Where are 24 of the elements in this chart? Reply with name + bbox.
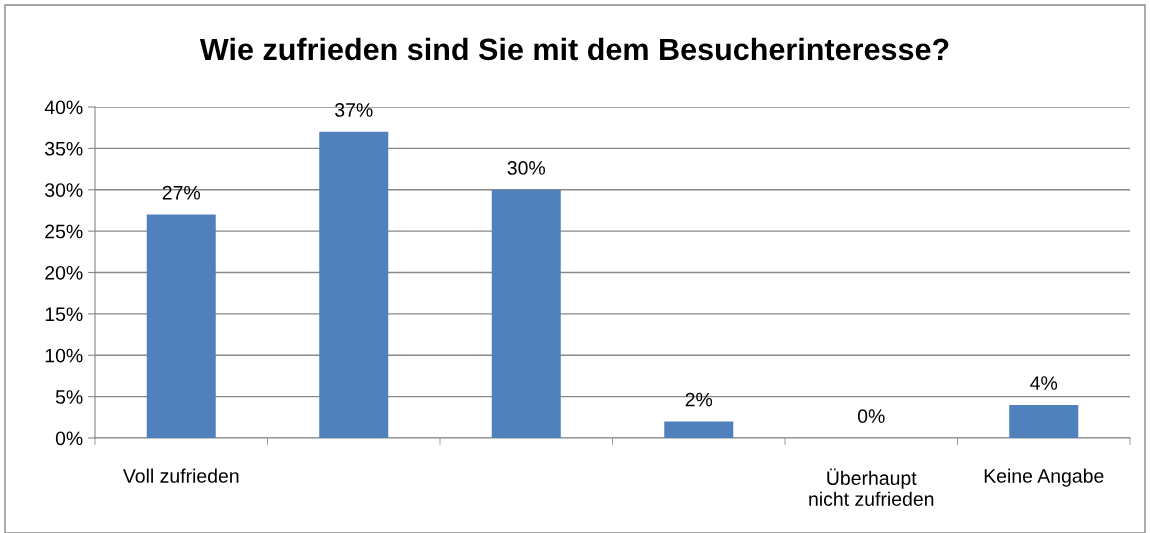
data-label: 37% xyxy=(335,103,373,117)
y-tick-label: 0% xyxy=(55,431,83,446)
y-tick-label: 30% xyxy=(45,183,83,197)
y-tick-label: 5% xyxy=(55,390,83,404)
chart-title: Wie zufrieden sind Sie mit dem Besucherinteresse? xyxy=(199,37,949,61)
y-tick-label: 40% xyxy=(44,100,83,115)
x-tick-label: Keine Angabe xyxy=(984,468,1104,487)
bar xyxy=(664,421,734,438)
x-tick-label: Voll zufrieden xyxy=(122,468,239,483)
bar xyxy=(1009,404,1079,438)
bar xyxy=(491,189,561,438)
y-tick-label: 25% xyxy=(45,224,83,239)
data-label: 27% xyxy=(162,185,201,200)
y-tick-label: 15% xyxy=(45,307,83,322)
data-label: 30% xyxy=(507,161,546,175)
y-tick-label: 20% xyxy=(45,265,83,280)
data-label: 2% xyxy=(685,392,713,407)
bar xyxy=(146,214,216,438)
data-label: 4% xyxy=(1030,376,1058,390)
y-tick-label: 10% xyxy=(45,348,83,363)
data-label: 0% xyxy=(857,409,885,424)
y-tick-label: 35% xyxy=(45,141,83,156)
x-tick-label: Überhaupt nicht zufrieden xyxy=(809,468,934,506)
bar xyxy=(319,131,389,438)
